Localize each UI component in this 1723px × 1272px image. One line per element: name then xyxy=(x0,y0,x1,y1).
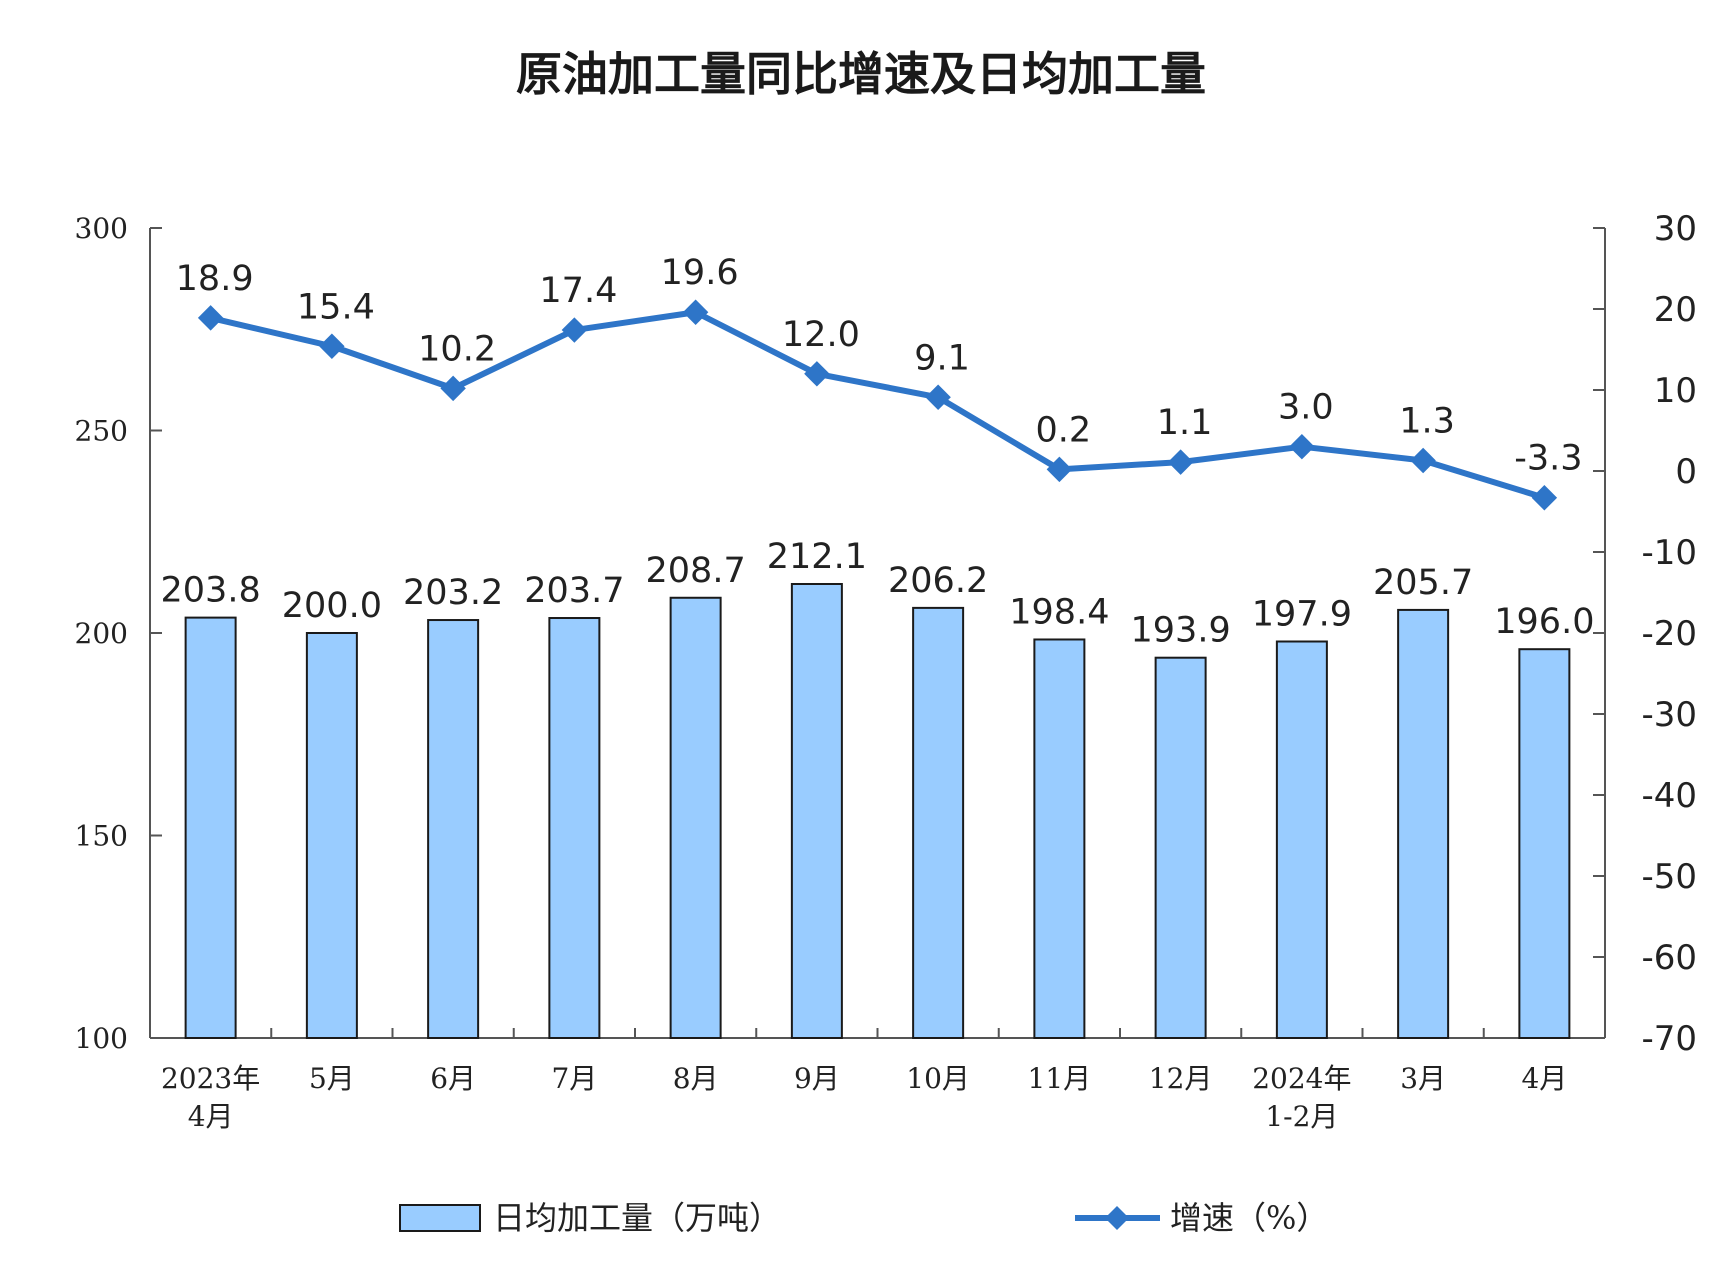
bar xyxy=(1275,640,1328,1039)
legend-label-line: 增速（%） xyxy=(1170,1199,1328,1237)
legend-swatch-marker xyxy=(1104,1205,1130,1231)
y-right-tick-label: 20 xyxy=(1654,290,1697,330)
line-data-label: 17.4 xyxy=(539,271,617,311)
bar xyxy=(1033,638,1086,1039)
line-point xyxy=(1410,447,1436,474)
bar xyxy=(669,596,722,1039)
bar-data-label: 203.2 xyxy=(403,573,503,613)
x-tick-label: 5月 xyxy=(309,1062,355,1095)
y-right-tick-label: 30 xyxy=(1654,209,1697,249)
line-data-label: -3.3 xyxy=(1514,439,1582,479)
y-left-tick-label: 100 xyxy=(75,1022,128,1055)
x-tick-label: 6月 xyxy=(430,1062,476,1095)
x-tick-label: 10月 xyxy=(906,1062,970,1095)
line-data-label: 1.1 xyxy=(1157,403,1213,443)
y-left-tick-label: 300 xyxy=(75,212,128,245)
y-right-tick-label: 0 xyxy=(1675,452,1697,492)
x-tick-label: 9月 xyxy=(794,1062,840,1095)
line-data-label: 0.2 xyxy=(1036,410,1092,450)
x-tick-label: 11月 xyxy=(1028,1062,1092,1095)
bar xyxy=(305,632,358,1039)
y-right-tick-label: -10 xyxy=(1641,533,1697,573)
bar-data-label: 193.9 xyxy=(1131,611,1231,651)
bar-data-label: 208.7 xyxy=(646,551,746,591)
bar-data-label: 206.2 xyxy=(888,561,988,601)
x-tick-label: 12月 xyxy=(1149,1062,1213,1095)
bar-data-label: 198.4 xyxy=(1009,592,1109,632)
y-right-tick-label: -20 xyxy=(1641,614,1697,654)
legend-swatch-bars xyxy=(399,1204,481,1232)
line-point xyxy=(925,384,951,411)
x-tick-label: 4月 xyxy=(1521,1062,1567,1095)
line-series xyxy=(209,309,1546,501)
x-tick-label: 4月 xyxy=(188,1100,234,1133)
x-tick-label: 2023年 xyxy=(161,1062,260,1095)
bar-data-label: 203.8 xyxy=(161,571,261,611)
line-point xyxy=(1167,449,1194,475)
line-point xyxy=(561,317,588,343)
line-point xyxy=(1531,485,1558,511)
line-data-label: 9.1 xyxy=(914,338,970,378)
line-point xyxy=(804,361,830,387)
line-data-label: 10.2 xyxy=(418,329,496,369)
y-left-tick-label: 200 xyxy=(75,617,128,650)
bar xyxy=(1154,656,1207,1040)
chart-title: 原油加工量同比增速及日均加工量 xyxy=(516,47,1206,101)
y-right-tick-label: -30 xyxy=(1641,695,1697,735)
line-point xyxy=(197,305,224,331)
line-data-label: 3.0 xyxy=(1278,388,1334,428)
bar xyxy=(548,617,601,1039)
line-point xyxy=(319,333,345,359)
bar xyxy=(912,606,965,1039)
x-tick-label: 1-2月 xyxy=(1265,1100,1338,1133)
line-data-label: 15.4 xyxy=(297,287,375,327)
bar-data-label: 196.0 xyxy=(1494,602,1594,642)
line-data-label: 1.3 xyxy=(1399,401,1455,441)
line-data-label: 19.6 xyxy=(661,253,739,293)
x-tick-label: 7月 xyxy=(551,1062,597,1095)
bar xyxy=(427,619,480,1039)
line-data-label: 12.0 xyxy=(782,315,860,355)
bar-data-label: 200.0 xyxy=(282,586,382,626)
bar-data-label: 205.7 xyxy=(1373,563,1473,603)
y-right-tick-label: -40 xyxy=(1641,776,1697,816)
y-right-tick-label: -70 xyxy=(1641,1019,1697,1059)
y-left-tick-label: 150 xyxy=(75,820,128,853)
line-data-label: 18.9 xyxy=(176,259,254,299)
line-point xyxy=(682,299,709,325)
y-right-tick-label: 10 xyxy=(1654,371,1697,411)
y-right-tick-label: -50 xyxy=(1641,857,1697,897)
y-left-tick-label: 250 xyxy=(75,415,128,448)
line-point xyxy=(1046,456,1073,483)
x-tick-label: 8月 xyxy=(673,1062,719,1095)
bar xyxy=(1397,608,1450,1039)
legend: 日均加工量（万吨） 增速（%） xyxy=(399,1199,1328,1237)
bar-data-label: 212.1 xyxy=(767,537,867,577)
bar xyxy=(184,616,237,1039)
x-tick-label: 2024年 xyxy=(1252,1062,1351,1095)
bar-data-label: 197.9 xyxy=(1252,595,1352,635)
bar xyxy=(1518,648,1571,1039)
plot-area: 100 150 200 250 300 -70 -60 -50 -40 -30 -20 -10 0 10 2… xyxy=(75,209,1697,1133)
y-right-tick-label: -60 xyxy=(1641,938,1697,978)
bar-data-label: 203.7 xyxy=(524,571,624,611)
bar xyxy=(790,582,843,1039)
line-point xyxy=(440,375,466,402)
line-point xyxy=(1289,433,1315,460)
legend-label-bars: 日均加工量（万吨） xyxy=(493,1199,781,1237)
x-tick-label: 3月 xyxy=(1400,1062,1446,1095)
